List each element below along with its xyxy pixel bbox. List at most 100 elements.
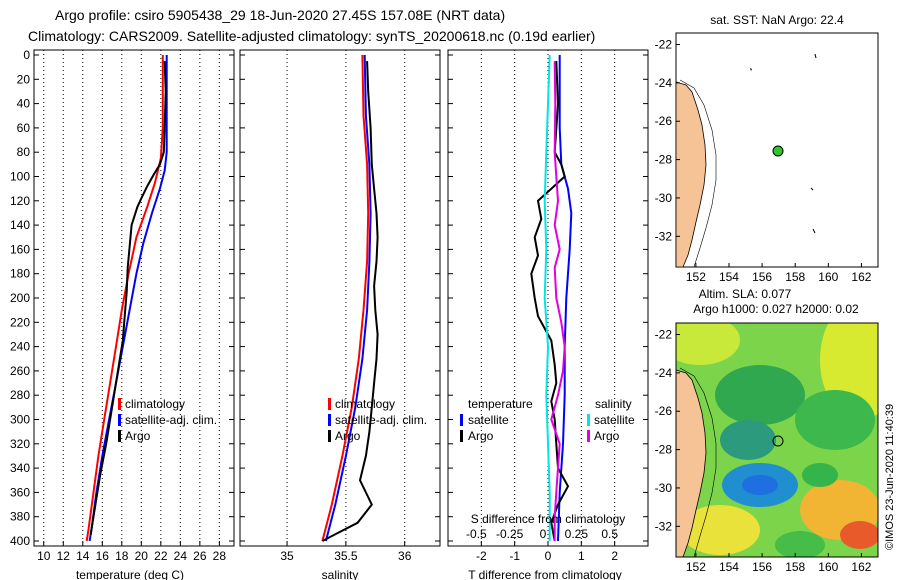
tick-label-x: 18 [115,549,129,563]
sla-blob-green [715,365,805,425]
tick-label-y: 100 [10,170,30,184]
legend-swatch-satellite [328,414,331,426]
map-sla-ticks: 152 154 156 158 160 162 -22 -24 -26 -28 -30 -32 [655,328,872,574]
tick-label-x: 1 [578,549,585,563]
map-tick-label-x: 158 [785,270,805,284]
tick-label-x: 22 [154,549,168,563]
legend-swatch-temp-argo [460,430,463,442]
tick-label-x2: 0.5 [601,527,618,541]
tick-label-x2: 0.25 [565,527,589,541]
salinity-legend: climatology satellite-adj. clim. Argo [328,397,427,443]
map-tick-label-x: 162 [851,270,871,284]
temperature-grid [43,50,220,546]
series-line-satellite-adj-clim- [324,54,372,542]
difference-xlabel2: S difference from climatology [471,512,626,526]
map-tick-label-x: 156 [752,560,772,574]
map-tick-label-y: -26 [655,114,673,128]
map-tick-label-y: -32 [655,229,673,243]
legend-label-argo: Argo [335,429,361,443]
series-line-salinity-argo [550,61,566,541]
tick-label-x: 36 [398,549,412,563]
tick-label-y: 260 [10,364,30,378]
temperature-ticks: 10 12 14 16 18 20 22 24 26 2802040608010012014016… [10,48,234,563]
tick-label-x2: -0.5 [466,527,487,541]
tick-label-y: 140 [10,218,30,232]
legend-swatch-argo [118,430,121,442]
tick-label-y: 0 [23,48,30,62]
tick-label-y: 40 [17,97,31,111]
sla-blob-deepblue [742,475,778,495]
map-sla-field [676,323,878,557]
tick-label-y: 360 [10,485,30,499]
map-sst-reef [812,228,816,234]
tick-label-x: 16 [96,549,110,563]
temperature-series [85,55,168,542]
legend-label-sal-satellite: satellite [594,413,635,427]
map-tick-label-x: 152 [686,270,706,284]
series-line-salinity-satellite [543,54,551,541]
legend-label-climatology: climatology [335,397,395,411]
legend-label-argo: Argo [125,429,151,443]
panel-salinity: 35 35.5 36 salinity climatology satellite-… [239,49,441,580]
header-line1: Argo profile: csiro 5905438_29 18-Jun-20… [55,7,505,23]
map-tick-label-y: -32 [655,519,673,533]
map-sla-subtitle: Argo h1000: 0.027 h2000: 0.02 [693,302,859,316]
panel-difference: -2 -1 0 1 2 -0.5 -0.25 0 0.25 0.5 T difference fr… [447,49,649,580]
map-tick-label-y: -26 [655,404,673,418]
tick-label-x: 14 [76,549,90,563]
tick-label-x2: -0.25 [496,527,524,541]
tick-label-x: 35 [280,549,294,563]
legend-swatch-sal-argo [587,430,590,442]
tick-label-y: 220 [10,315,30,329]
tick-label-x: 10 [37,549,51,563]
imos-watermark: ©IMOS 23-Jun-2020 11:40:39 [884,404,896,550]
sla-blob-green [802,463,838,487]
map-sst-reef [810,187,814,191]
map-tick-label-y: -22 [655,328,673,342]
temperature-legend: climatology satellite-adj. clim. Argo [118,397,217,443]
map-sla-land [676,369,707,557]
legend-swatch-satellite [118,414,121,426]
tick-label-x: 12 [57,549,71,563]
map-tick-label-x: 154 [719,560,739,574]
difference-xlabel: T difference from climatology [468,568,622,580]
tick-label-x: 0 [545,549,552,563]
sla-blob-teal [720,420,776,460]
tick-label-y: 200 [10,291,30,305]
panel-temperature-frame [33,49,235,547]
map-tick-label-x: 156 [752,270,772,284]
tick-label-y: 240 [10,340,30,354]
tick-label-x: -2 [476,549,487,563]
map-sla-frame [675,322,879,558]
map-sla-shelf-contour [679,367,717,557]
tick-label-y: 180 [10,267,30,281]
tick-label-x: 28 [213,549,227,563]
map-sst-island [750,68,752,71]
map-tick-label-y: -30 [655,481,673,495]
tick-label-y: 120 [10,194,30,208]
tick-label-y: 280 [10,388,30,402]
tick-label-y: 340 [10,461,30,475]
panel-temperature: 10 12 14 16 18 20 22 24 26 2802040608010012014016… [10,48,235,580]
series-line-climatology [321,54,370,542]
series-line-temperature-argo [530,61,570,542]
legend-swatch-temp-satellite [460,414,463,426]
sla-blob-yellow [680,505,760,555]
map-sla: Altim. SLA: 0.077 Argo h1000: 0.027 h200… [655,287,879,574]
difference-ticks: -2 -1 0 1 2 -0.5 -0.25 0 0.25 0.5 [448,54,648,563]
map-sst: sat. SST: NaN Argo: 22.4 152 154 156 158 160… [655,13,879,284]
tick-label-y: 60 [17,121,31,135]
legend-label-satellite: satellite-adj. clim. [335,413,427,427]
map-tick-label-y: -28 [655,153,673,167]
map-tick-label-x: 160 [818,560,838,574]
series-line-argo [321,61,379,542]
legend-label-satellite: satellite-adj. clim. [125,413,217,427]
map-sst-ticks: 152 154 156 158 160 162 -22 -24 -26 -28 -30 -32 [655,38,872,284]
map-sst-land [675,81,707,268]
map-tick-label-y: -28 [655,443,673,457]
legend-swatch-climatology [328,398,331,410]
salinity-series [321,54,379,542]
header-line2: Climatology: CARS2009. Satellite-adjuste… [28,28,595,44]
map-tick-label-y: -24 [655,76,673,90]
